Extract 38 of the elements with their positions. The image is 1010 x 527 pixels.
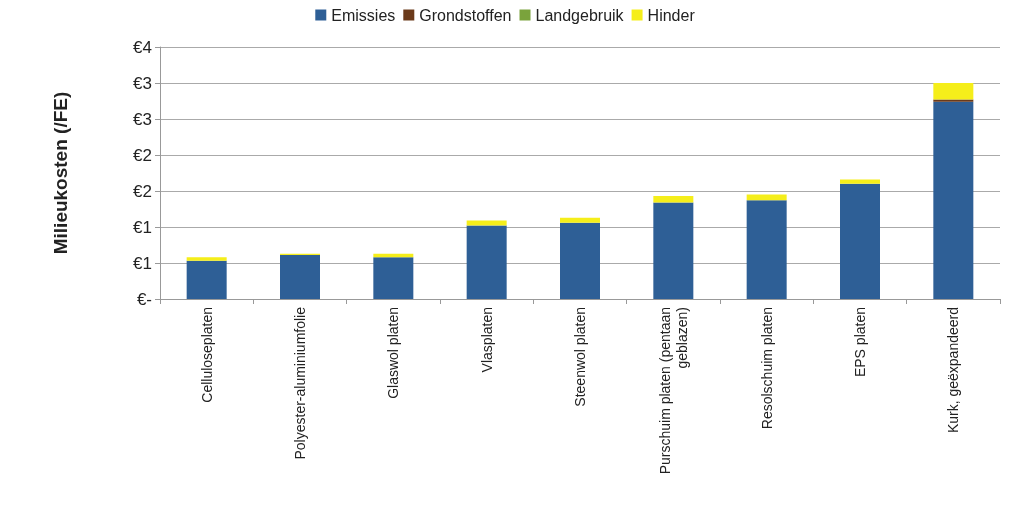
bar [933,83,974,100]
x-tick-label: Glaswol platen [385,307,402,399]
x-tick-label: Purschuim platen (pentaan geblazen) [656,307,690,475]
legend-label: Hinder [647,6,696,24]
x-tick-label: Kurk, geëxpandeerd [945,307,962,434]
x-tick-label: Celluloseplaten [198,307,215,403]
bar [280,255,320,299]
x-tick-label: Vlasplaten [478,307,495,373]
bar [840,179,880,184]
y-tick-label: €2 [133,145,152,165]
bar [186,260,227,299]
bar [466,225,507,299]
y-tick-label: €3 [133,73,152,93]
legend-label: Landgebruik [535,6,625,24]
bar [840,183,880,299]
bar [186,257,227,261]
bar [653,196,694,203]
bar [933,101,974,299]
bar [560,222,600,299]
bar [746,200,787,299]
x-tick-label: Steenwol platen [572,307,588,407]
y-tick-label: €4 [133,37,152,57]
bar [373,257,414,299]
y-tick-label: €3 [133,109,152,129]
x-tick-label: EPS platen [852,307,868,378]
y-tick-label: €2 [133,181,152,201]
bar [560,217,600,223]
y-tick-label: €1 [133,217,152,237]
x-tick-label: Polyester-aluminiumfolie [292,306,308,460]
y-axis-title: Milieukosten (/FE) [50,91,71,255]
y-tick-label: €1 [133,253,152,273]
legend-label: Grondstoffen [419,6,512,24]
y-tick-label: €- [136,289,152,309]
legend-label: Emissies [331,6,396,24]
x-tick-label: Resolschuim platen [758,307,775,430]
bar [466,220,507,226]
bar [933,99,974,102]
bar [653,202,694,299]
